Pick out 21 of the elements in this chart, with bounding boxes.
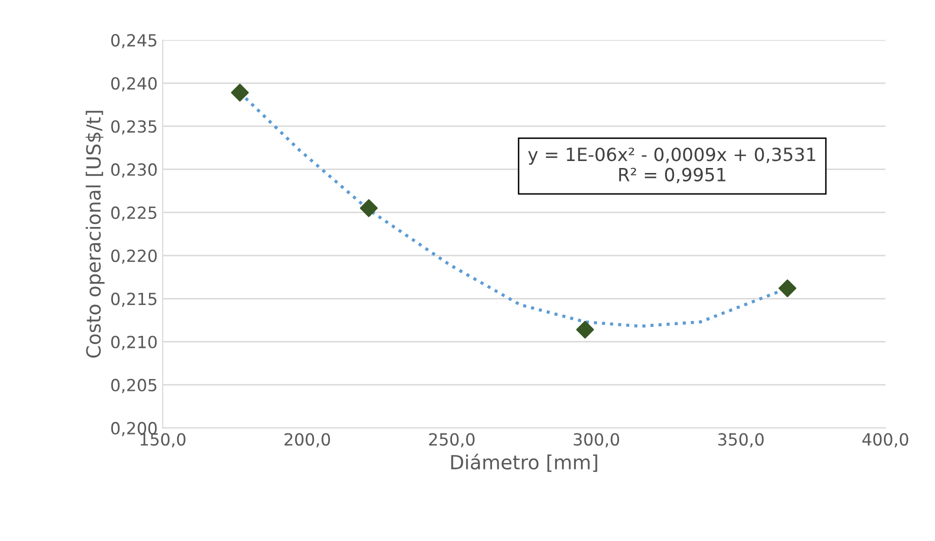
point	[576, 320, 594, 339]
point	[230, 84, 249, 102]
annotation: y = 1E-06x² - 0,0009x + 0,3531 R² = 0,9951	[528, 148, 816, 184]
y-tick-label: 0,230	[111, 163, 157, 178]
x-axis-title: Diámetro [mm]	[451, 454, 598, 472]
y-tick-label: 0,225	[111, 206, 156, 221]
y-tick-label: 0,240	[111, 77, 157, 92]
y-tick-label: 0,205	[111, 378, 156, 394]
x-tick-label: 300,0	[574, 433, 620, 448]
point	[360, 199, 378, 218]
y-tick-label: 0,210	[111, 336, 157, 350]
x-tick-label: 250,0	[429, 433, 475, 448]
y-axis-title: Costo operacional [US$/t]	[86, 110, 105, 358]
y-tick-label: 0,220	[111, 249, 157, 264]
x-tick-label: 400,0	[862, 433, 908, 448]
y-tick-label: 0,235	[111, 120, 156, 135]
y-tick-label: 0,215	[111, 292, 156, 307]
y-tick-label: 0,245	[111, 34, 156, 48]
x-tick-label: 350,0	[718, 433, 764, 448]
x-tick-label: 200,0	[284, 433, 330, 448]
point	[778, 279, 796, 298]
